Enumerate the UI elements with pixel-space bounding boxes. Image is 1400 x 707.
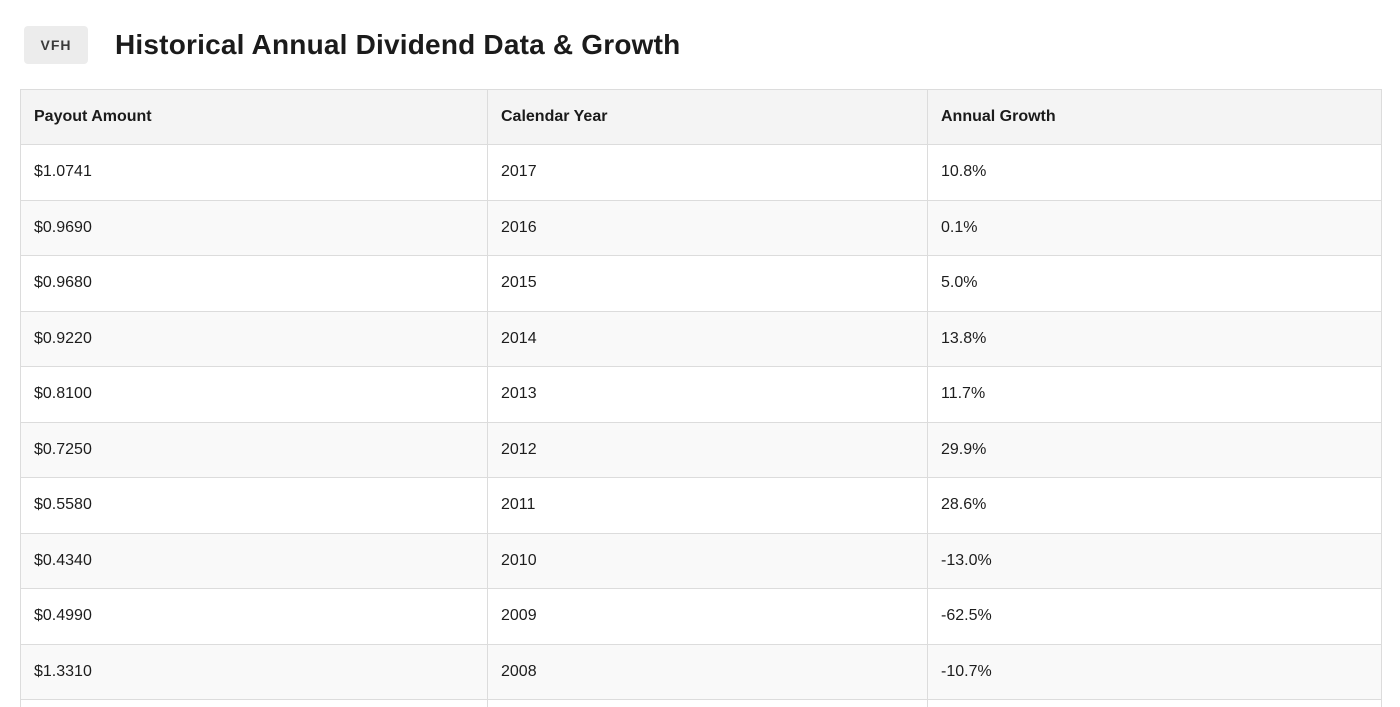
column-header-calendar-year: Calendar Year [487, 89, 928, 145]
column-header-payout-amount: Payout Amount [20, 89, 488, 145]
annual-growth-cell: 5.0% [927, 255, 1382, 312]
annual-growth-cell: -13.0% [927, 532, 1382, 589]
calendar-year-cell: 2017 [487, 144, 928, 201]
annual-growth-cell: -10.7% [927, 643, 1382, 700]
calendar-year-cell: 2011 [487, 477, 928, 534]
payout-amount-cell: $0.4990 [20, 588, 488, 645]
calendar-year-cell: 2014 [487, 310, 928, 367]
payout-amount-cell: $0.7250 [20, 421, 488, 478]
payout-amount-cell: $0.9220 [20, 310, 488, 367]
ticker-badge[interactable]: VFH [24, 25, 88, 64]
calendar-year-cell: 2013 [487, 366, 928, 423]
payout-amount-cell: $1.0741 [20, 144, 488, 201]
payout-amount-cell: $0.4340 [20, 532, 488, 589]
table-body: $1.0741 2017 10.8% $0.9690 2016 0.1% $0.… [20, 144, 1382, 707]
annual-growth-cell: -62.5% [927, 588, 1382, 645]
payout-amount-cell: $0.5580 [20, 477, 488, 534]
calendar-year-cell: 2012 [487, 421, 928, 478]
page-title: Historical Annual Dividend Data & Growth [115, 28, 681, 60]
table-row: $0.9690 2016 0.1% [20, 199, 1382, 256]
dividend-history-table: Payout Amount Calendar Year Annual Growt… [20, 89, 1382, 707]
calendar-year-cell: 2016 [487, 199, 928, 256]
table-row: $0.8100 2013 11.7% [20, 366, 1382, 423]
payout-amount-cell: $0.9690 [20, 199, 488, 256]
table-row: $0.9680 2015 5.0% [20, 255, 1382, 312]
page-header: VFH Historical Annual Dividend Data & Gr… [0, 0, 1400, 72]
column-header-annual-growth: Annual Growth [927, 89, 1382, 145]
calendar-year-cell: 2008 [487, 643, 928, 700]
table-header-row: Payout Amount Calendar Year Annual Growt… [20, 89, 1382, 145]
annual-growth-cell: 29.9% [927, 421, 1382, 478]
annual-growth-cell: 28.6% [927, 477, 1382, 534]
calendar-year-cell [487, 699, 928, 707]
table-row: $0.4990 2009 -62.5% [20, 588, 1382, 645]
calendar-year-cell: 2015 [487, 255, 928, 312]
table-row [20, 699, 1382, 707]
table-header: Payout Amount Calendar Year Annual Growt… [20, 89, 1382, 145]
annual-growth-cell: 13.8% [927, 310, 1382, 367]
payout-amount-cell: $1.3310 [20, 643, 488, 700]
annual-growth-cell [927, 699, 1382, 707]
calendar-year-cell: 2009 [487, 588, 928, 645]
annual-growth-cell: 10.8% [927, 144, 1382, 201]
table-row: $1.0741 2017 10.8% [20, 144, 1382, 201]
table-row: $0.4340 2010 -13.0% [20, 532, 1382, 589]
payout-amount-cell: $0.9680 [20, 255, 488, 312]
calendar-year-cell: 2010 [487, 532, 928, 589]
table-row: $1.3310 2008 -10.7% [20, 643, 1382, 700]
table-row: $0.7250 2012 29.9% [20, 421, 1382, 478]
annual-growth-cell: 11.7% [927, 366, 1382, 423]
annual-growth-cell: 0.1% [927, 199, 1382, 256]
table-row: $0.9220 2014 13.8% [20, 310, 1382, 367]
payout-amount-cell [20, 699, 488, 707]
payout-amount-cell: $0.8100 [20, 366, 488, 423]
table-row: $0.5580 2011 28.6% [20, 477, 1382, 534]
